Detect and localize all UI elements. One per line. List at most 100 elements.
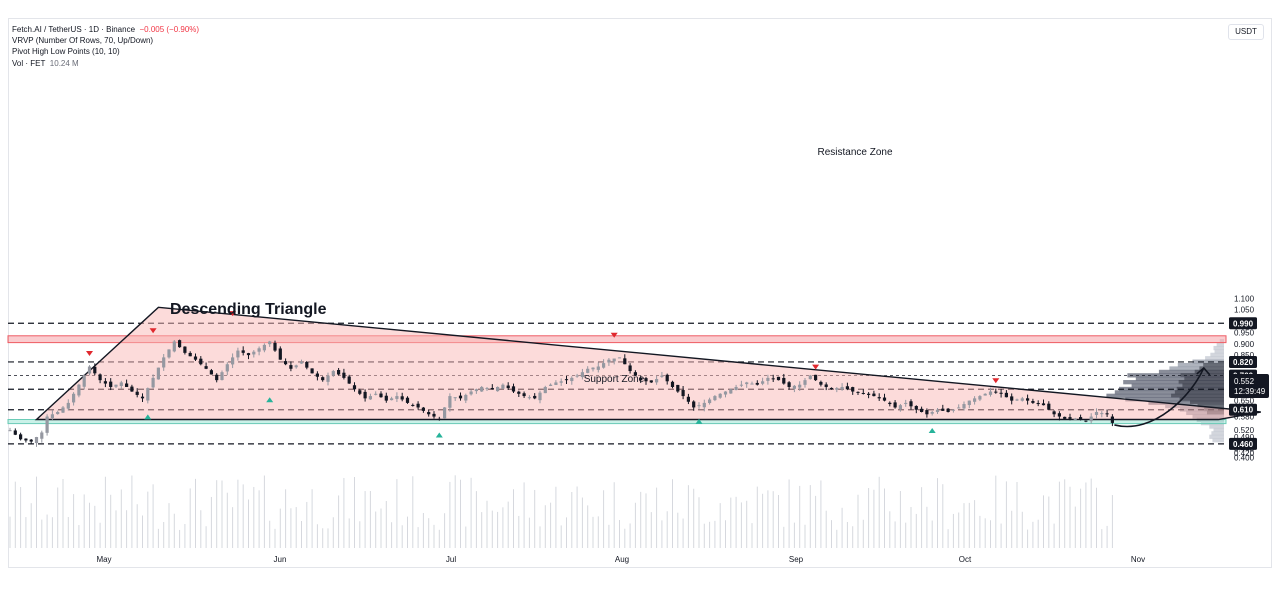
price-tick-4: 0.850: [1234, 351, 1255, 360]
candle-body-119: [639, 377, 643, 381]
candle-body-33: [183, 346, 187, 353]
candle-body-124: [665, 374, 669, 382]
candle-body-62: [337, 369, 341, 375]
volume-profile-row-5: [1205, 356, 1224, 361]
candle-body-73: [395, 396, 399, 399]
candle-body-104: [559, 381, 563, 383]
candle-body-149: [798, 384, 802, 388]
candle-body-0: [8, 430, 12, 432]
pivot-high-5: [992, 378, 1000, 384]
candle-body-23: [130, 386, 134, 392]
time-label-6: Nov: [1131, 555, 1145, 564]
candle-body-206: [1100, 413, 1104, 415]
symbol-title[interactable]: Fetch.AI / TetherUS · 1D · Binance: [12, 25, 136, 34]
candle-body-111: [596, 366, 600, 370]
currency-button[interactable]: USDT: [1228, 24, 1264, 40]
candle-body-55: [299, 361, 304, 364]
candle-body-145: [776, 376, 781, 381]
pivot-markers: [86, 311, 1000, 438]
descending-triangle: [34, 306, 1261, 421]
candle-body-4: [29, 439, 33, 442]
candle-body-166: [888, 402, 892, 405]
level-tag-text-0: 0.990: [1233, 319, 1254, 328]
candle-body-147: [787, 382, 791, 387]
pivot-high-3: [610, 332, 618, 338]
candle-body-71: [384, 395, 388, 401]
candle-body-143: [766, 377, 770, 381]
candle-body-41: [225, 364, 229, 372]
price-tick-8: 0.580: [1234, 413, 1255, 422]
candle-body-75: [405, 397, 410, 403]
candle-body-18: [103, 381, 107, 384]
volume-profile-down-17: [1179, 397, 1224, 402]
candle-body-128: [686, 396, 690, 402]
candle-body-61: [331, 371, 335, 376]
candle-body-102: [549, 384, 553, 386]
volume-profile-row-8: [1169, 366, 1224, 371]
candle-body-181: [967, 400, 971, 406]
candle-body-153: [819, 381, 823, 385]
candle-body-67: [363, 391, 367, 399]
price-tick-12: 0.420: [1234, 449, 1255, 458]
time-label-2: Jul: [446, 555, 456, 564]
candle-body-9: [56, 412, 60, 415]
pivot-low-2: [435, 432, 443, 438]
candle-body-125: [670, 381, 675, 387]
candle-body-159: [851, 387, 855, 392]
candle-body-46: [252, 351, 256, 355]
indicator-pivots[interactable]: Pivot High Low Points (10, 10): [12, 47, 120, 57]
candle-body-158: [845, 386, 849, 390]
candle-body-103: [554, 382, 558, 385]
candle-body-131: [702, 402, 706, 408]
candle-body-141: [755, 382, 759, 385]
candle-body-152: [814, 374, 818, 381]
time-axis[interactable]: May Jun Jul Aug Sep Oct Nov: [96, 555, 1145, 564]
price-tick-13: 0.400: [1234, 454, 1255, 463]
volume-profile-row-16: [1106, 393, 1224, 398]
candle-body-88: [474, 389, 478, 392]
candle-body-77: [416, 403, 420, 408]
candle-body-21: [119, 382, 123, 386]
candle-body-42: [231, 357, 235, 365]
candle-body-200: [1068, 417, 1072, 419]
level-tag-0: [1229, 317, 1257, 330]
candle-body-65: [352, 385, 357, 390]
candle-body-30: [167, 349, 171, 358]
volume-profile-row-2: [1213, 345, 1224, 351]
candle-body-150: [803, 380, 807, 385]
pivot-low-4: [928, 427, 936, 433]
candle-body-117: [628, 365, 632, 372]
candle-body-16: [93, 366, 97, 374]
candle-body-57: [310, 368, 314, 374]
candle-body-207: [1105, 413, 1109, 415]
candle-body-86: [464, 394, 468, 401]
indicator-volume[interactable]: Vol · FET 10.24 M: [12, 58, 199, 69]
candle-body-82: [443, 407, 447, 419]
candle-body-132: [708, 399, 712, 404]
projection-arrow-head: [1196, 366, 1211, 376]
candle-body-188: [1004, 392, 1008, 398]
candle-body-52: [284, 361, 288, 365]
candle-body-92: [496, 386, 500, 392]
volume-profile-row-15: [1114, 390, 1224, 395]
symbol-line[interactable]: Fetch.AI / TetherUS · 1D · Binance −0.00…: [12, 24, 199, 35]
candle-body-108: [580, 372, 584, 378]
candle-body-12: [72, 393, 76, 403]
candle-body-49: [268, 341, 272, 345]
candle-body-29: [162, 357, 166, 368]
volume-label: Vol · FET: [12, 58, 46, 68]
level-tag-1: [1229, 355, 1257, 368]
candle-body-120: [644, 378, 648, 382]
candle-body-202: [1079, 417, 1083, 420]
pivot-low-1: [266, 397, 274, 403]
candle-body-32: [178, 340, 182, 348]
candle-body-163: [872, 393, 876, 397]
volume-profile-row-3: [1214, 349, 1224, 354]
candle-body-76: [411, 404, 415, 406]
indicator-vrvp[interactable]: VRVP (Number Of Rows, 70, Up/Down): [12, 36, 154, 46]
candle-body-40: [220, 372, 224, 381]
volume-profile-row-1: [1216, 342, 1224, 347]
pivot-low-0: [144, 414, 152, 420]
candle-body-140: [750, 383, 754, 385]
